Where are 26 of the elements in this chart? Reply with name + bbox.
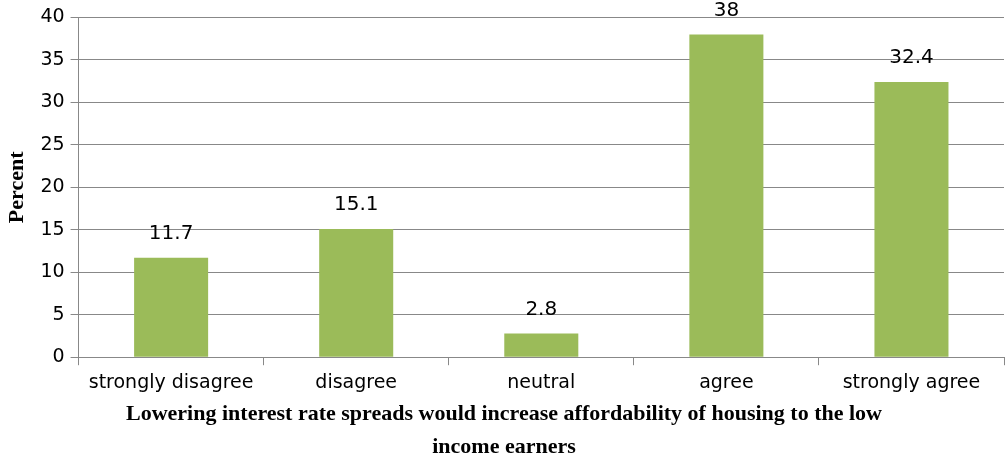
bar — [874, 81, 949, 357]
x-tick-label: disagree — [315, 369, 398, 392]
data-label: 32.4 — [889, 44, 934, 69]
data-label: 15.1 — [333, 191, 379, 216]
y-tick-label: 30 — [40, 89, 65, 112]
bar — [504, 333, 579, 357]
y-tick-label: 35 — [40, 46, 65, 69]
y-tick-label: 40 — [40, 4, 65, 27]
bar — [689, 34, 764, 357]
y-tick-label: 20 — [40, 174, 65, 197]
bar — [134, 257, 209, 357]
data-label: 11.7 — [148, 220, 194, 245]
x-axis-title: Lowering interest rate spreads would increase affordability of housing to the low income earners — [125, 399, 883, 460]
x-tick-label: strongly agree — [842, 369, 981, 392]
x-tick-label: neutral — [507, 369, 576, 392]
y-tick-label: 0 — [52, 344, 65, 367]
y-tick-label: 10 — [40, 259, 65, 282]
bar — [319, 228, 394, 357]
data-label: 38 — [713, 0, 740, 21]
x-tick-label: agree — [699, 369, 754, 392]
x-tick-label: strongly disagree — [88, 369, 254, 392]
y-tick-label: 5 — [52, 301, 65, 324]
y-tick-label: 25 — [40, 131, 65, 154]
y-axis-title: Percent — [2, 150, 28, 224]
y-tick-label: 15 — [40, 216, 65, 239]
data-label: 2.8 — [525, 295, 558, 320]
